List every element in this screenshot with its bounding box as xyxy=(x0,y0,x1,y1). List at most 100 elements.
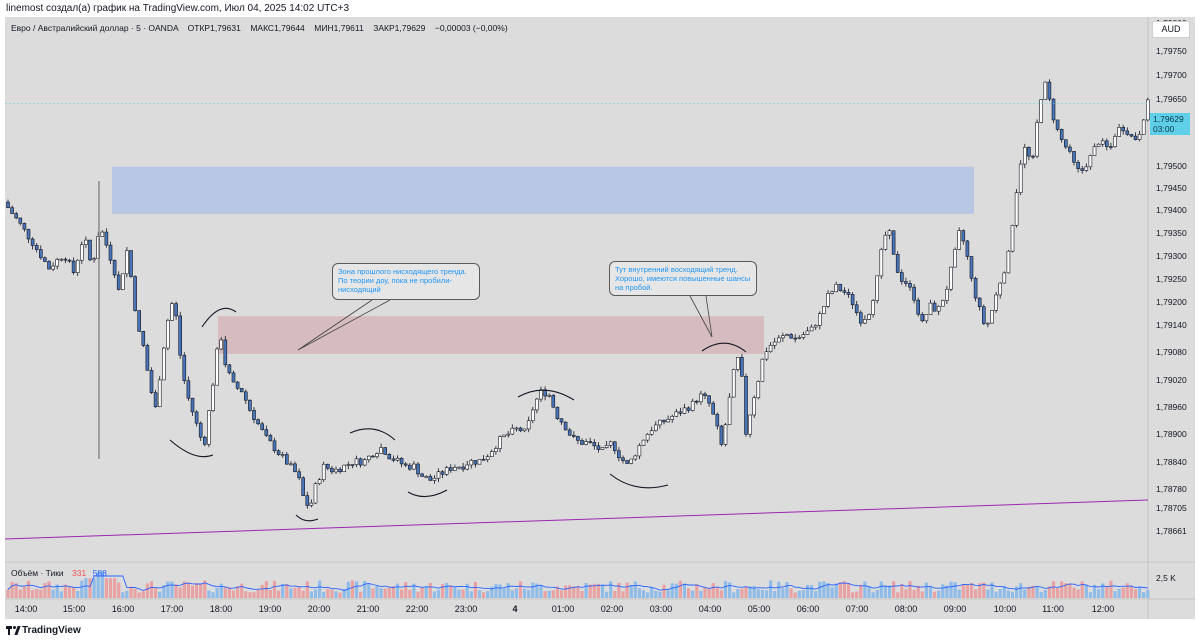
candle-up xyxy=(666,419,670,423)
callout-pointer xyxy=(689,295,713,338)
volume-bar-down xyxy=(6,589,10,598)
candle-down xyxy=(387,454,392,460)
volume-bar-down xyxy=(174,584,178,598)
candle-up xyxy=(514,427,519,430)
volume-bar-up xyxy=(219,583,223,598)
candle-down xyxy=(6,201,10,208)
annotation-callout-downtrend[interactable]: Зона прошлого нисходящего тренда. По тео… xyxy=(332,263,480,300)
symbol-legend[interactable]: Евро / Австралийский доллар · 5 · OANDA … xyxy=(11,23,508,33)
volume-bar-up xyxy=(1097,589,1101,598)
candle-down xyxy=(1059,129,1064,140)
symbol-name[interactable]: Евро / Австралийский доллар · 5 · OANDA xyxy=(11,23,179,33)
volume-bar-up xyxy=(547,590,551,598)
volume-bar-up xyxy=(170,581,174,598)
candle-down xyxy=(719,425,724,445)
volume-bar-up xyxy=(1015,586,1019,598)
candle-up xyxy=(539,389,543,400)
volume-bar-down xyxy=(26,580,31,598)
volume-bar-down xyxy=(740,588,744,598)
candle-up xyxy=(731,369,736,398)
annotation-callout-uptrend[interactable]: Тут внутренний восходящий тренд. Хорошо,… xyxy=(609,261,757,296)
swing-arc xyxy=(169,439,214,458)
time-tick-label: 08:00 xyxy=(895,604,918,614)
candle-down xyxy=(461,466,465,470)
currency-button[interactable]: AUD xyxy=(1152,21,1190,38)
volume-bar-down xyxy=(88,578,92,598)
candle-down xyxy=(850,294,855,306)
candle-down xyxy=(88,239,92,261)
volume-bar-down xyxy=(256,589,260,598)
volume-bar-down xyxy=(961,583,965,598)
volume-bar-down xyxy=(1064,583,1068,598)
volume-bar-down xyxy=(338,592,342,598)
volume-bar-up xyxy=(732,592,736,598)
volume-bar-up xyxy=(334,591,338,598)
candle-up xyxy=(990,310,994,324)
volume-bar-up xyxy=(883,585,887,598)
volume-bar-up xyxy=(756,589,760,598)
candle-down xyxy=(916,299,921,315)
price-tick-label: 1,79140 xyxy=(1156,320,1187,330)
volume-bar-up xyxy=(162,585,166,598)
volume-legend[interactable]: Объём · Тики 331 588 xyxy=(11,568,107,578)
candle-down xyxy=(518,427,523,432)
candle-up xyxy=(1100,140,1105,145)
price-tick-label: 1,79080 xyxy=(1156,347,1187,357)
candle-down xyxy=(284,454,289,465)
time-tick-label: 20:00 xyxy=(308,604,331,614)
candle-down xyxy=(428,476,433,481)
volume-bar-down xyxy=(576,586,580,598)
candle-down xyxy=(981,306,986,324)
volume-bar-up xyxy=(490,586,494,598)
volume-bar-up xyxy=(457,589,461,598)
candle-down xyxy=(383,447,388,455)
volume-bar-down xyxy=(912,589,916,598)
volume-bar-down xyxy=(559,590,564,598)
volume-bar-up xyxy=(506,583,510,598)
candle-down xyxy=(63,258,68,261)
candle-up xyxy=(957,230,962,250)
candle-down xyxy=(1109,146,1113,148)
candle-down xyxy=(694,400,699,403)
candle-up xyxy=(535,398,539,411)
volume-bar-down xyxy=(892,581,896,598)
time-tick-label: 15:00 xyxy=(63,604,86,614)
volume-bar-up xyxy=(207,590,211,598)
volume-bar-up xyxy=(781,588,785,598)
candle-down xyxy=(38,249,43,259)
candle-down xyxy=(1080,168,1084,171)
candle-up xyxy=(1137,134,1142,140)
candle-down xyxy=(711,402,716,415)
candle-up xyxy=(1113,136,1117,147)
price-tick-label: 1,79250 xyxy=(1156,274,1187,284)
volume-bar-up xyxy=(769,580,773,598)
volume-bar-down xyxy=(400,589,404,598)
tradingview-logo[interactable]: TradingView xyxy=(6,625,81,636)
tradingview-logo-icon xyxy=(6,625,21,635)
candle-down xyxy=(276,450,281,455)
candle-down xyxy=(71,260,76,273)
candle-down xyxy=(473,460,478,465)
candle-down xyxy=(904,281,908,284)
candle-down xyxy=(416,463,420,475)
candle-up xyxy=(379,447,383,454)
volume-bar-up xyxy=(797,590,801,598)
candle-up xyxy=(1002,272,1007,284)
volume-bar-down xyxy=(1051,581,1056,598)
candle-up xyxy=(457,466,461,469)
time-tick-label: 22:00 xyxy=(406,604,429,614)
volume-bar-down xyxy=(18,589,22,598)
volume-bar-up xyxy=(346,581,350,598)
candle-up xyxy=(994,294,998,311)
volume-bar-up xyxy=(1002,586,1006,598)
candle-down xyxy=(1031,155,1035,158)
volume-bar-down xyxy=(596,583,600,598)
candle-down xyxy=(338,468,342,473)
swing-arc xyxy=(295,514,319,522)
volume-bar-down xyxy=(240,583,244,598)
volume-bar-up xyxy=(748,586,752,598)
candle-up xyxy=(949,266,953,290)
volume-bar-up xyxy=(818,581,822,598)
candle-up xyxy=(940,300,945,307)
